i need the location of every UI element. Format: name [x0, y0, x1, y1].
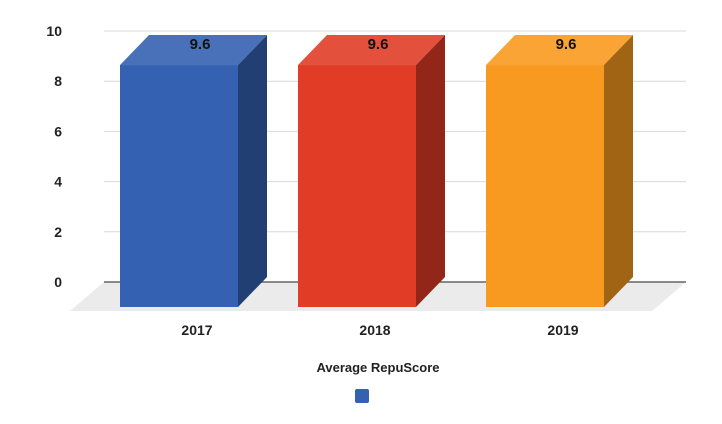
- x-tick-label: 2017: [181, 322, 212, 338]
- data-label: 9.6: [368, 36, 389, 53]
- legend-title: Average RepuScore: [316, 360, 439, 375]
- bar-side-face: [604, 35, 633, 307]
- y-tick-label: 2: [54, 224, 62, 240]
- bar-top-face: [298, 35, 445, 66]
- bar-2018: [298, 65, 416, 307]
- data-label: 9.6: [556, 36, 577, 53]
- x-tick-label: 2018: [359, 322, 390, 338]
- x-axis: 2017 2018 2019: [181, 322, 578, 338]
- bar-side-face: [238, 35, 267, 307]
- data-label: 9.6: [190, 36, 211, 53]
- legend-swatch: [355, 389, 369, 403]
- y-axis: 0 2 4 6 8 10: [46, 23, 62, 290]
- y-tick-label: 10: [46, 23, 62, 39]
- y-tick-label: 6: [54, 123, 62, 139]
- y-tick-label: 4: [54, 174, 62, 190]
- bar-top-face: [486, 35, 633, 66]
- x-tick-label: 2019: [547, 322, 578, 338]
- bar-side-face: [416, 35, 445, 307]
- y-tick-label: 8: [54, 73, 62, 89]
- y-tick-label: 0: [54, 274, 62, 290]
- bar-2019: [486, 65, 604, 307]
- bar-2017: [120, 65, 238, 307]
- bars: 9.6 9.6 9.6: [120, 35, 633, 307]
- bar-top-face: [120, 35, 267, 66]
